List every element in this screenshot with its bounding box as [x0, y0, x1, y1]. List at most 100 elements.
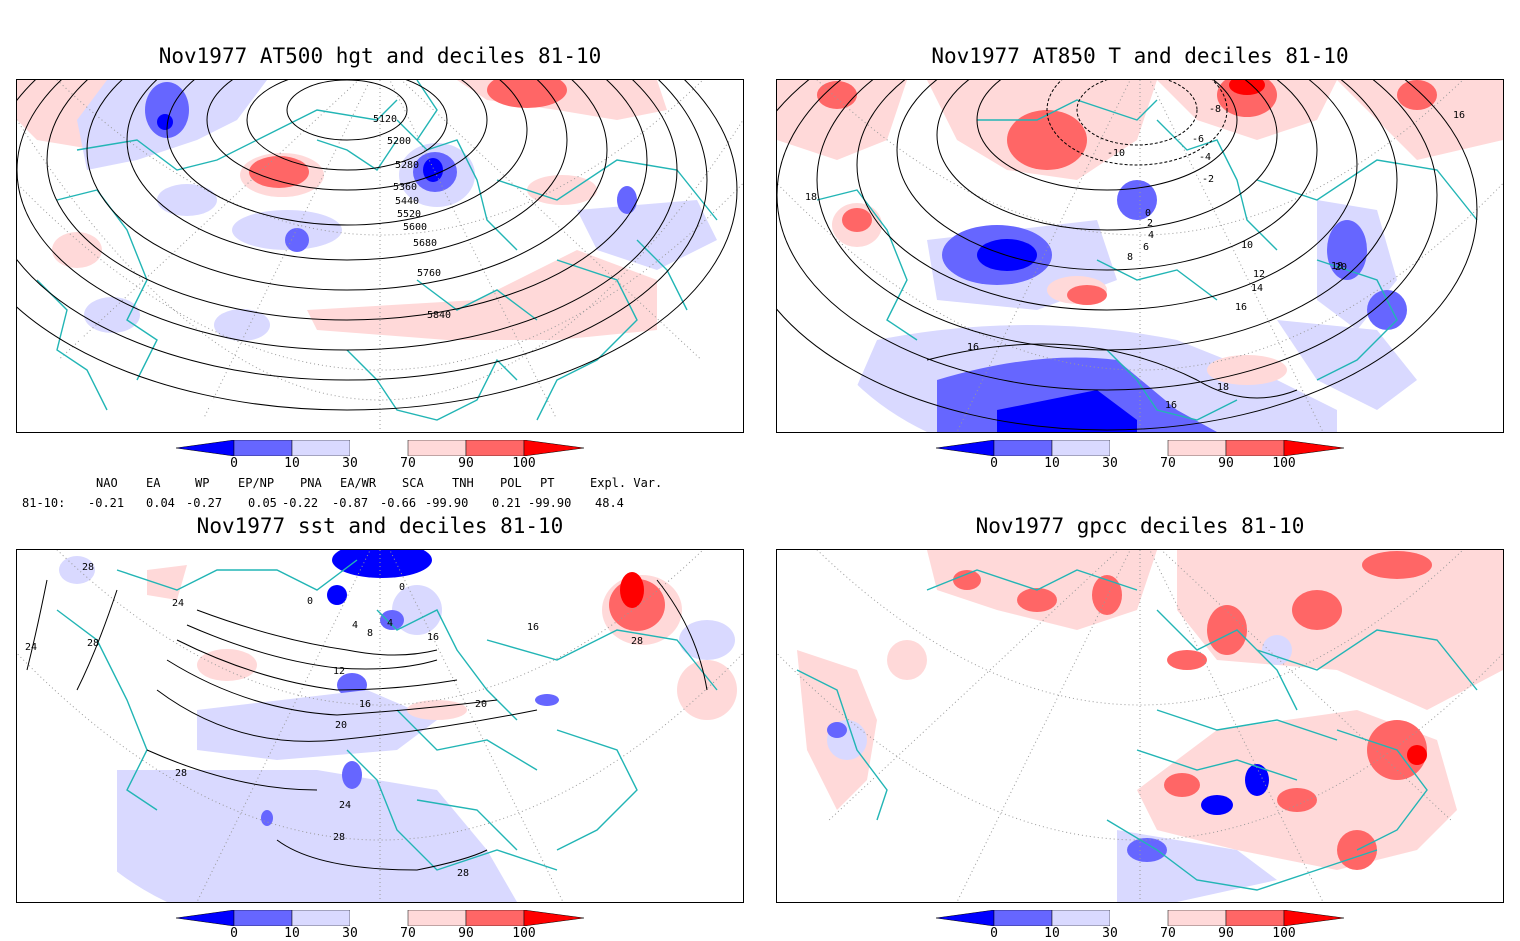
contour-label: 16	[967, 342, 979, 353]
decile-shading	[59, 550, 737, 902]
colorbar-label: 10	[1044, 456, 1060, 471]
colorbar-label: 90	[1218, 926, 1234, 941]
colorbar-label: 70	[400, 456, 416, 471]
tele-value: -99.90	[528, 496, 572, 510]
coastlines	[796, 569, 1478, 891]
contour-label: 4	[1148, 230, 1154, 241]
colorbar-label: 30	[1102, 456, 1118, 471]
tele-row-label: 81-10:	[22, 496, 66, 510]
contour-label: 8	[367, 628, 373, 639]
panel-title-t850: Nov1977 AT850 T and deciles 81-10	[931, 44, 1349, 68]
colorbar-label: 0	[230, 926, 238, 941]
graticule	[17, 550, 743, 902]
map-panel-gpcc	[776, 549, 1504, 903]
contour-label: 4	[387, 618, 393, 629]
contour-label: 20	[335, 720, 347, 731]
contour-label: 5120	[373, 114, 397, 125]
contour-label: 18	[805, 192, 817, 203]
contour-label: 5200	[387, 136, 411, 147]
contour-label: 28	[333, 832, 345, 843]
colorbar-hgt500: 0 10 30 70 90 100	[175, 439, 586, 474]
tele-header: SCA	[402, 476, 424, 490]
contour-label: 5760	[417, 268, 441, 279]
colorbar-label: 0	[990, 926, 998, 941]
tele-header: PNA	[300, 476, 322, 490]
tele-value: 0.05	[248, 496, 277, 510]
colorbar-label: 100	[1272, 456, 1296, 471]
contour-label: 24	[339, 800, 351, 811]
sst-contours	[26, 579, 708, 871]
contour-label: 24	[172, 598, 184, 609]
graticule	[777, 80, 1503, 432]
contour-label: 28	[631, 636, 643, 647]
colorbar-label: 100	[512, 456, 536, 471]
contour-label: 28	[82, 562, 94, 573]
tele-header: EA/WR	[340, 476, 377, 490]
map-panel-sst: 28 24 24 28 0 0 4 4 8 12 16 20 20 24 28 …	[16, 549, 744, 903]
colorbar-sst: 0 10 30 70 90 100	[175, 909, 586, 941]
tele-header: TNH	[452, 476, 474, 490]
contour-label: 0	[399, 582, 405, 593]
colorbar-label: 70	[1160, 926, 1176, 941]
colorbar-label: 90	[458, 926, 474, 941]
coastlines	[816, 99, 1478, 421]
panel-title-hgt500: Nov1977 AT500 hgt and deciles 81-10	[158, 44, 602, 68]
tele-value: -0.87	[332, 496, 369, 510]
colorbar-label: 30	[342, 456, 358, 471]
colorbar-gpcc: 0 10 30 70 90 100	[935, 909, 1346, 941]
tele-header: PT	[540, 476, 555, 490]
tele-header: EP/NP	[238, 476, 275, 490]
tele-header: Expl. Var.	[590, 476, 663, 490]
map-gpcc	[777, 550, 1503, 902]
map-hgt500: 5120 5200 5280 5360 5440 5520 5600 5680 …	[17, 80, 743, 432]
tele-value: 0.04	[146, 496, 175, 510]
tele-header: WP	[195, 476, 210, 490]
contour-label: -2	[1202, 174, 1214, 185]
contour-label: -4	[1199, 152, 1211, 163]
contour-label: 0	[307, 596, 313, 607]
colorbar-label: 30	[342, 926, 358, 941]
colorbar-label: 30	[1102, 926, 1118, 941]
tele-value: -0.27	[186, 496, 223, 510]
map-t850: -8 -6 -4 -2 -10 0 2 4 6 8 10 12 14 16 18…	[777, 80, 1503, 432]
temperature-contours	[777, 80, 1478, 431]
tele-value: -99.90	[425, 496, 469, 510]
graticule	[777, 550, 1503, 902]
tele-header: EA	[146, 476, 161, 490]
colorbar-swatches	[175, 909, 585, 927]
contour-label: 20	[475, 699, 487, 710]
contour-label: 0	[1145, 208, 1151, 219]
contour-label: 16	[1453, 110, 1465, 121]
contour-label: 28	[457, 868, 469, 879]
colorbar-label: 0	[230, 456, 238, 471]
panel-title-sst: Nov1977 sst and deciles 81-10	[196, 514, 564, 538]
colorbar-label: 90	[458, 456, 474, 471]
teleconnection-table: NAO EA WP EP/NP PNA EA/WR SCA TNH POL PT…	[20, 476, 720, 512]
contour-label: 6	[1143, 242, 1149, 253]
colorbar-label: 90	[1218, 456, 1234, 471]
contour-label: -10	[1107, 148, 1125, 159]
colorbar-label: 100	[1272, 926, 1296, 941]
contour-label: 5440	[395, 196, 419, 207]
tele-value: -0.21	[88, 496, 125, 510]
colorbar-label: 10	[1044, 926, 1060, 941]
colorbar-swatches	[935, 909, 1345, 927]
contour-label: 5680	[413, 238, 437, 249]
colorbar-label: 70	[1160, 456, 1176, 471]
map-panel-hgt500: 5120 5200 5280 5360 5440 5520 5600 5680 …	[16, 79, 744, 433]
contour-label: 5840	[427, 310, 451, 321]
contour-label: 16	[527, 622, 539, 633]
contour-label: 5280	[395, 160, 419, 171]
contour-label: 24	[25, 642, 37, 653]
contour-label: 16	[1235, 302, 1247, 313]
contour-label: 14	[1251, 283, 1263, 294]
panel-title-gpcc: Nov1977 gpcc deciles 81-10	[975, 514, 1305, 538]
colorbar-swatches	[935, 439, 1345, 457]
contour-label: 8	[1127, 252, 1133, 263]
contour-label: 16	[427, 632, 439, 643]
contour-labels: -8 -6 -4 -2 -10 0 2 4 6 8 10 12 14 16 18…	[805, 104, 1465, 411]
decile-shading	[17, 80, 717, 341]
tele-value: -0.66	[380, 496, 417, 510]
contour-label: 10	[1241, 240, 1253, 251]
decile-shading	[797, 550, 1503, 902]
